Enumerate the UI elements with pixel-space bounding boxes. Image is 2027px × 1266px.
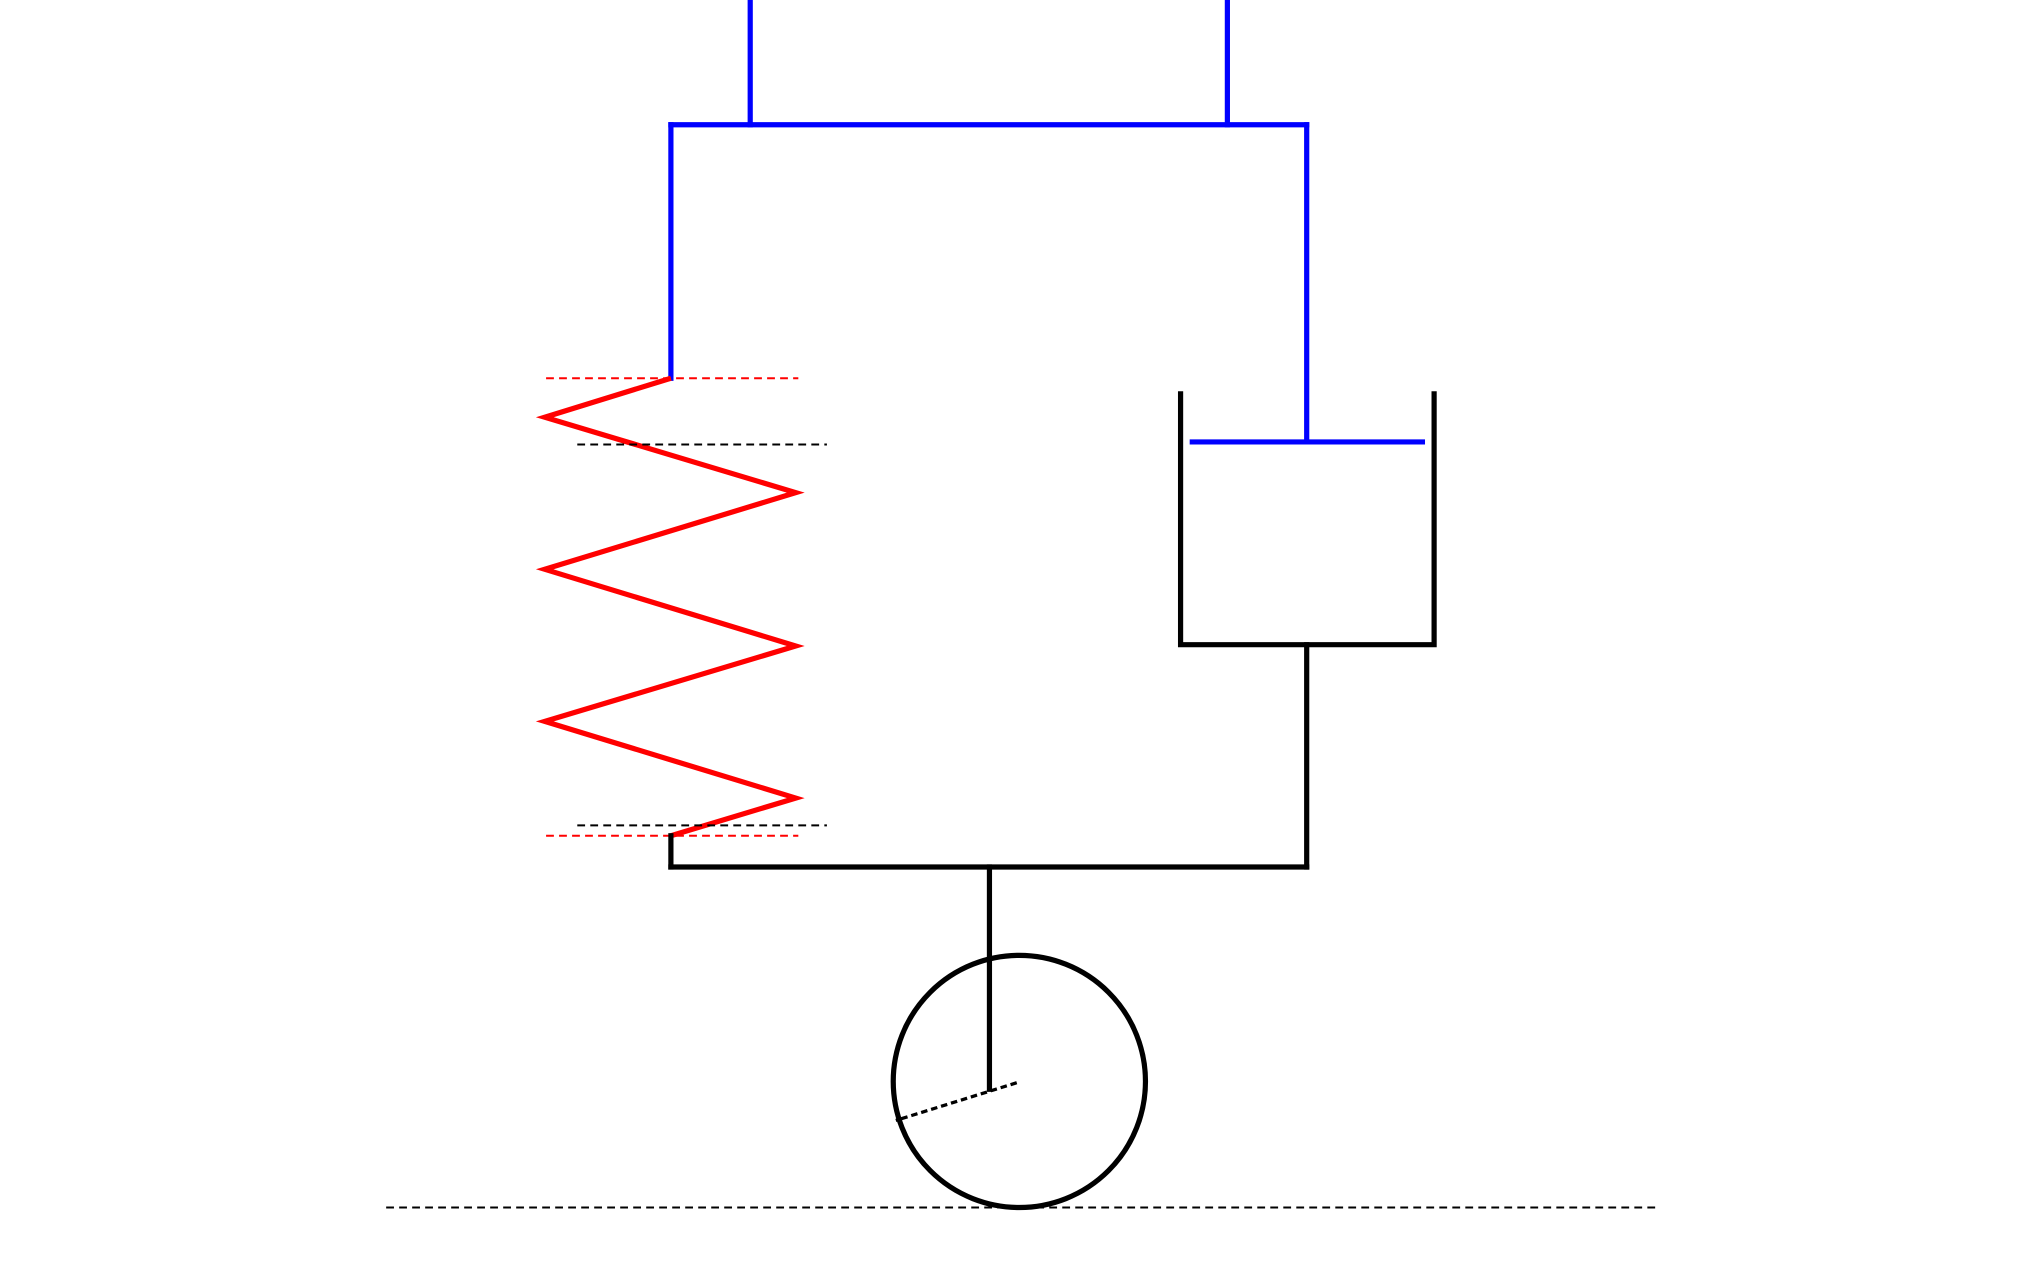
wheel-circle <box>890 952 1149 1211</box>
lower-frame <box>668 642 1310 1092</box>
wheel-radius-marker <box>895 1081 1018 1122</box>
compression-reference-lines <box>577 443 827 827</box>
wheel <box>890 952 1149 1211</box>
spring <box>535 375 805 839</box>
upper-mount-frame <box>668 0 1426 445</box>
spring-reference-lines <box>546 377 799 837</box>
